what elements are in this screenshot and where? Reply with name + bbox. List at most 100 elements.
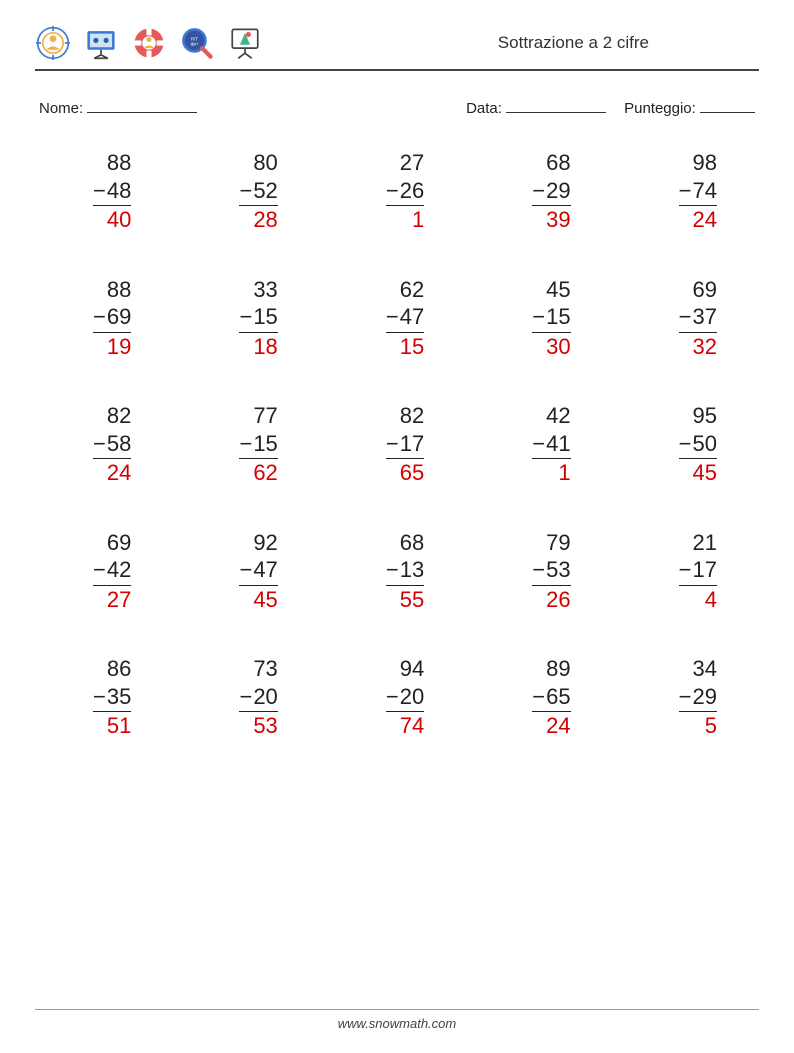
date-blank[interactable]	[506, 97, 606, 113]
answer: 15	[400, 333, 424, 361]
subtrahend-row: −20	[239, 683, 277, 713]
minuend: 34	[693, 655, 717, 683]
minus-sign: −	[532, 303, 545, 331]
subtrahend: 26	[400, 177, 424, 205]
subtrahend-row: −35	[93, 683, 131, 713]
subtrahend-row: −20	[386, 683, 424, 713]
score-blank[interactable]	[700, 97, 755, 113]
presentation-icon	[83, 25, 119, 61]
answer: 24	[693, 206, 717, 234]
person-target-icon	[35, 25, 71, 61]
answer: 24	[546, 712, 570, 740]
minuend: 88	[107, 149, 131, 177]
answer: 51	[107, 712, 131, 740]
answer: 53	[253, 712, 277, 740]
subtrahend: 47	[400, 303, 424, 331]
subtrahend-row: −52	[239, 177, 277, 207]
minuend: 79	[546, 529, 570, 557]
subtrahend: 53	[546, 556, 570, 584]
problem: 80−5228	[187, 149, 313, 234]
problem: 42−411	[480, 402, 606, 487]
answer: 26	[546, 586, 570, 614]
problem: 88−6919	[41, 276, 167, 361]
minuend: 73	[253, 655, 277, 683]
answer: 18	[253, 333, 277, 361]
minuend: 86	[107, 655, 131, 683]
minus-sign: −	[679, 683, 692, 711]
subtrahend: 15	[546, 303, 570, 331]
problem: 21−174	[627, 529, 753, 614]
answer: 65	[400, 459, 424, 487]
subtrahend-row: −13	[386, 556, 424, 586]
subtrahend-row: −26	[386, 177, 424, 207]
subtrahend-row: −50	[679, 430, 717, 460]
subtrahend: 13	[400, 556, 424, 584]
subtrahend-row: −65	[532, 683, 570, 713]
subtrahend-row: −29	[532, 177, 570, 207]
header-bar: R/T ⊕x+ Sottrazione a 2 cifre	[35, 25, 759, 71]
subtrahend: 15	[253, 430, 277, 458]
worksheet-title: Sottrazione a 2 cifre	[498, 33, 649, 53]
subtrahend: 58	[107, 430, 131, 458]
minus-sign: −	[532, 177, 545, 205]
answer: 19	[107, 333, 131, 361]
minus-sign: −	[386, 683, 399, 711]
answer: 30	[546, 333, 570, 361]
subtrahend-row: −58	[93, 430, 131, 460]
minus-sign: −	[239, 683, 252, 711]
minuend: 45	[546, 276, 570, 304]
problem: 82−1765	[334, 402, 460, 487]
problem: 77−1562	[187, 402, 313, 487]
subtrahend-row: −69	[93, 303, 131, 333]
problem: 86−3551	[41, 655, 167, 740]
subtrahend: 15	[253, 303, 277, 331]
subtrahend-row: −47	[239, 556, 277, 586]
subtrahend: 65	[546, 683, 570, 711]
minuend: 42	[546, 402, 570, 430]
problem: 88−4840	[41, 149, 167, 234]
problem: 98−7424	[627, 149, 753, 234]
subtrahend: 20	[400, 683, 424, 711]
answer: 5	[705, 712, 717, 740]
answer: 27	[107, 586, 131, 614]
subtrahend-row: −53	[532, 556, 570, 586]
subtrahend: 42	[107, 556, 131, 584]
meta-row: Nome: Data: Punteggio:	[35, 97, 759, 117]
subtrahend: 48	[107, 177, 131, 205]
subtrahend: 17	[693, 556, 717, 584]
svg-text:R/T: R/T	[191, 36, 198, 41]
minus-sign: −	[93, 303, 106, 331]
subtrahend-row: −47	[386, 303, 424, 333]
minus-sign: −	[679, 430, 692, 458]
minus-sign: −	[239, 303, 252, 331]
problem: 45−1530	[480, 276, 606, 361]
minus-sign: −	[93, 683, 106, 711]
answer: 55	[400, 586, 424, 614]
answer: 1	[412, 206, 424, 234]
subtrahend: 74	[693, 177, 717, 205]
answer: 74	[400, 712, 424, 740]
answer: 1	[558, 459, 570, 487]
problem: 68−1355	[334, 529, 460, 614]
minuend: 68	[546, 149, 570, 177]
answer: 45	[253, 586, 277, 614]
minuend: 21	[693, 529, 717, 557]
minuend: 27	[400, 149, 424, 177]
minus-sign: −	[679, 556, 692, 584]
score-label: Punteggio:	[624, 100, 696, 117]
subtrahend: 50	[693, 430, 717, 458]
minus-sign: −	[239, 430, 252, 458]
name-blank[interactable]	[87, 97, 197, 113]
subtrahend-row: −29	[679, 683, 717, 713]
lifebuoy-icon	[131, 25, 167, 61]
subtrahend: 17	[400, 430, 424, 458]
subtrahend-row: −17	[386, 430, 424, 460]
minus-sign: −	[532, 556, 545, 584]
minuend: 88	[107, 276, 131, 304]
minus-sign: −	[239, 556, 252, 584]
answer: 4	[705, 586, 717, 614]
problem: 82−5824	[41, 402, 167, 487]
minuend: 82	[107, 402, 131, 430]
date-label: Data:	[466, 100, 502, 117]
problem: 69−3732	[627, 276, 753, 361]
